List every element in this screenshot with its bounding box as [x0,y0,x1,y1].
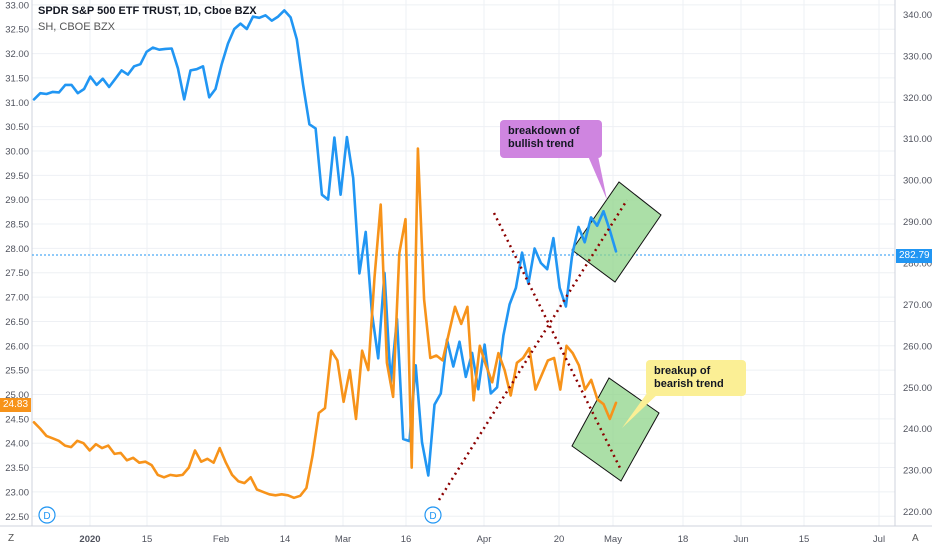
left-axis-tick-label: 26.00 [5,341,29,352]
right-axis-tick-label: 290.00 [903,217,932,228]
left-axis-tick-label: 25.50 [5,366,29,377]
highlight-boxes [571,181,662,482]
time-axis-tick-label: 14 [280,534,291,545]
time-axis-tick-label: 15 [142,534,153,545]
left-axis-tick-label: 28.00 [5,244,29,255]
left-axis-tick-label: 29.00 [5,195,29,206]
time-axis-tick-label: Mar [335,534,351,545]
left-axis-tick-label: 30.50 [5,122,29,133]
breakup-highlight-box[interactable] [571,377,660,482]
time-axis-tick-label: 18 [678,534,689,545]
left-axis-tick-label: 26.50 [5,317,29,328]
chart-legend: SPDR S&P 500 ETF TRUST, 1D, Cboe BZX SH,… [38,3,257,35]
breakdown-callout-pointer [588,156,607,200]
dividend-marker-january[interactable] [38,506,56,524]
left-axis-tick-label: 28.50 [5,220,29,231]
breakup-callout[interactable]: breakup of bearish trend [646,360,746,396]
left-axis-tick-label: 29.50 [5,171,29,182]
right-axis-tick-label: 220.00 [903,507,932,518]
left-axis-tick-label: 27.50 [5,268,29,279]
dividend-marker-march-label: D [429,511,436,522]
left-axis-tick-label: 30.00 [5,146,29,157]
right-axis-tick-label: 250.00 [903,383,932,394]
left-axis-tick-label: 27.00 [5,293,29,304]
right-axis-tick-label: 280.00 [903,259,932,270]
event-markers: D D [38,506,442,524]
time-axis-tick-label: 15 [799,534,810,545]
breakdown-callout-line2: bullish trend [508,138,574,150]
right-axis-tick-label: 230.00 [903,466,932,477]
left-axis-tick-label: 31.00 [5,98,29,109]
right-price-axis: 220.00 230.00 240.00 250.00 260.00 270.00 280.… [903,10,932,518]
chart-grid [32,0,895,526]
breakdown-callout[interactable]: breakdown of bullish trend [500,120,602,158]
sh-price-line[interactable] [32,147,618,500]
time-axis-tick-label: 2020 [79,534,100,545]
right-axis-tick-label: 300.00 [903,176,932,187]
auto-scale-toggle[interactable]: A [912,533,919,544]
right-axis-tick-label: 320.00 [903,93,932,104]
left-axis-tick-label: 31.50 [5,73,29,84]
time-axis-tick-label: Jul [873,534,885,545]
right-axis-tick-label: 240.00 [903,424,932,435]
time-axis-tick-label: May [604,534,622,545]
series-layer [32,9,618,500]
dividend-marker-january-label: D [43,511,50,522]
right-axis-tick-label: 340.00 [903,10,932,21]
breakdown-highlight-box[interactable] [571,181,662,283]
left-axis-tick-label: 24.00 [5,439,29,450]
callout-pointers [588,156,660,428]
left-axis-tick-label: 23.00 [5,487,29,498]
legend-secondary-symbol[interactable]: SH, CBOE BZX [38,21,116,33]
left-axis-tick-label: 23.50 [5,463,29,474]
bullish-trend-line[interactable] [437,199,629,501]
left-axis-tick-label: 22.50 [5,512,29,523]
time-axis-tick-label: Feb [213,534,229,545]
time-axis-tick-label: 16 [401,534,412,545]
timezone-corner-left[interactable]: Z [8,533,15,544]
breakup-callout-line2: bearish trend [654,378,724,390]
time-axis: 2020 15 Feb 14 Mar 16 Apr 20 May 18 Jun 15 Jul [79,534,885,545]
legend-primary-symbol[interactable]: SPDR S&P 500 ETF TRUST, 1D, Cboe BZX [38,5,257,17]
spy-price-line[interactable] [32,9,618,477]
right-axis-tick-label: 270.00 [903,300,932,311]
left-axis-tick-label: 24.50 [5,414,29,425]
left-last-price-badge: 24.83 [0,398,32,412]
time-axis-tick-label: Jun [733,534,748,545]
right-axis-tick-label: 310.00 [903,134,932,145]
time-axis-tick-label: Apr [477,534,492,545]
right-axis-tick-label: 330.00 [903,51,932,62]
trend-lines [437,199,629,501]
left-axis-tick-label: 33.00 [5,0,29,11]
left-price-axis: 22.50 23.00 23.50 24.00 24.50 25.00 25.50 26.00… [5,0,29,522]
breakdown-callout-line1: breakdown of [508,125,580,137]
right-axis-tick-label: 260.00 [903,341,932,352]
left-axis-tick-label: 25.00 [5,390,29,401]
breakup-callout-pointer [622,389,660,428]
breakup-callout-line1: breakup of [654,365,711,377]
left-axis-tick-label: 32.50 [5,25,29,36]
right-last-price-badge: 282.79 [896,249,932,263]
left-axis-tick-label: 32.00 [5,49,29,60]
time-axis-tick-label: 20 [554,534,565,545]
dividend-marker-march[interactable] [424,506,442,524]
